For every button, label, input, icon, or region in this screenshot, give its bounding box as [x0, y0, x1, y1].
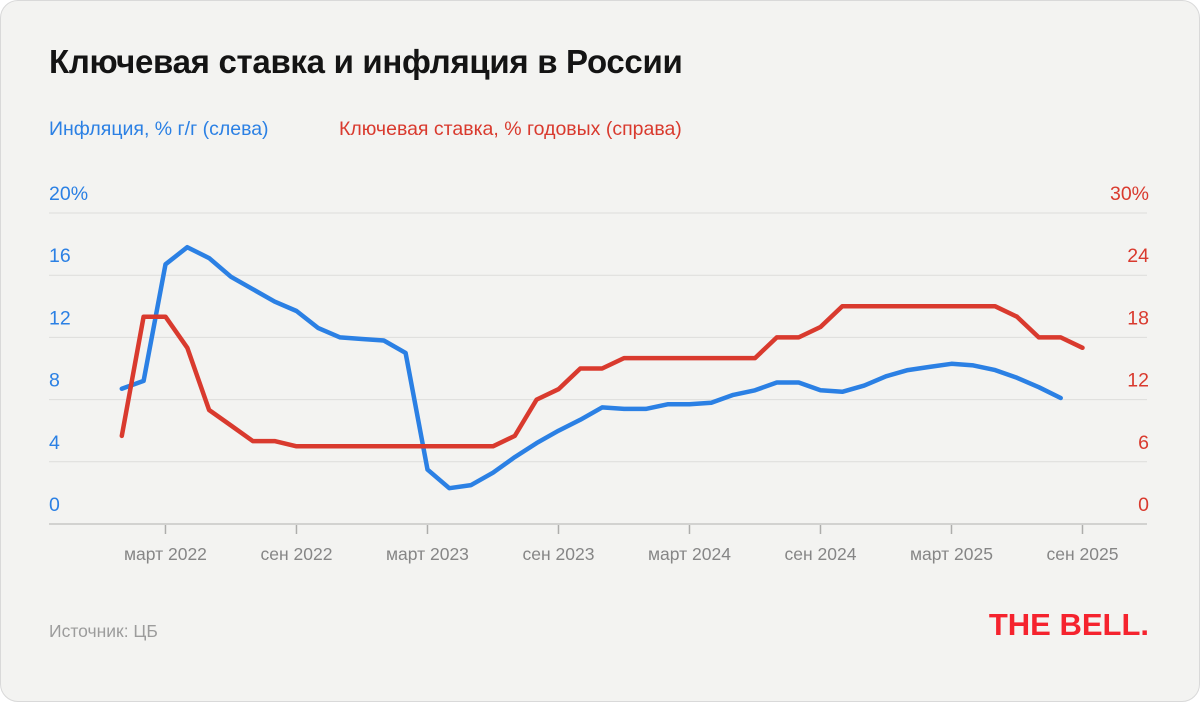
y-axis-label-left: 0 [49, 494, 60, 516]
inflation-line [119, 244, 1063, 491]
y-axis-label-right: 18 [1127, 307, 1149, 329]
x-axis-label: сен 2025 [1047, 544, 1119, 564]
y-axis-label-right: 30% [1110, 183, 1149, 205]
y-axis-label-left: 4 [49, 432, 60, 454]
x-axis-label: март 2024 [648, 544, 731, 564]
x-axis-label: март 2022 [124, 544, 207, 564]
legend-item-inflation: Инфляция, % г/г (слева) [49, 118, 269, 140]
page-title: Ключевая ставка и инфляция в России [49, 43, 683, 80]
y-axis-label-left: 8 [49, 370, 60, 392]
y-axis-label-right: 12 [1127, 370, 1149, 392]
x-axis-label: сен 2022 [260, 544, 332, 564]
x-axis-label: март 2023 [386, 544, 469, 564]
x-axis-label: март 2025 [910, 544, 993, 564]
y-axis-label-left: 16 [49, 245, 71, 267]
source-label: Источник: ЦБ [49, 621, 158, 641]
x-axis-label: сен 2024 [785, 544, 857, 564]
y-axis-label-left: 20% [49, 183, 88, 205]
y-axis-label-right: 6 [1138, 432, 1149, 454]
y-axis-label-left: 12 [49, 307, 71, 329]
key-rate-line [119, 304, 1085, 449]
legend-item-key-rate: Ключевая ставка, % годовых (справа) [339, 118, 682, 140]
y-axis-label-right: 24 [1127, 245, 1149, 267]
the-bell-logo: THE BELL. [988, 607, 1149, 642]
y-axis-label-right: 0 [1138, 494, 1149, 516]
x-axis-label: сен 2023 [523, 544, 595, 564]
